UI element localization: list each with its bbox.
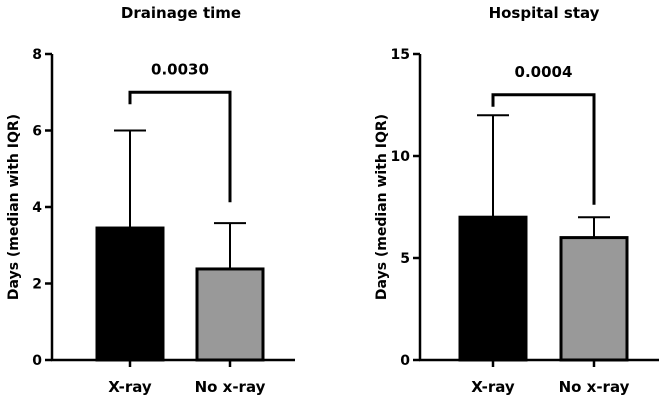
- y-tick-label: 0: [400, 353, 410, 369]
- x-tick-label: No x-ray: [559, 378, 630, 396]
- y-tick-label: 15: [391, 47, 410, 63]
- y-axis-label: Days (median with IQR): [374, 114, 390, 300]
- x-tick-label: X-ray: [471, 378, 515, 396]
- p-value-label: 0.0030: [151, 60, 209, 78]
- x-tick-label: X-ray: [108, 378, 152, 396]
- y-tick-label: 2: [32, 277, 42, 293]
- chart-title: Hospital stay: [489, 4, 600, 22]
- y-tick-label: 5: [400, 251, 410, 267]
- y-tick-label: 10: [391, 149, 411, 165]
- y-tick-label: 6: [32, 124, 42, 140]
- hospital-stay-panel: Hospital stay Days (median with IQR) 0 5 10 1…: [374, 4, 659, 396]
- x-tick-label: No x-ray: [195, 378, 266, 396]
- bar-x-ray: [95, 226, 165, 362]
- bar-no-x-ray: [195, 267, 265, 362]
- y-tick-label: 8: [32, 47, 42, 63]
- y-axis-label: Days (median with IQR): [6, 114, 22, 300]
- p-value-label: 0.0004: [515, 63, 573, 81]
- y-tick-label: 0: [32, 353, 42, 369]
- drainage-time-panel: Drainage time Days (median with IQR) 0 2 4 6 8…: [6, 4, 295, 396]
- bar-no-x-ray: [559, 236, 629, 362]
- significance-bracket: [491, 93, 596, 205]
- y-tick-label: 4: [32, 200, 42, 216]
- bar-x-ray: [458, 215, 528, 362]
- chart-title: Drainage time: [121, 4, 241, 22]
- significance-bracket: [128, 90, 232, 203]
